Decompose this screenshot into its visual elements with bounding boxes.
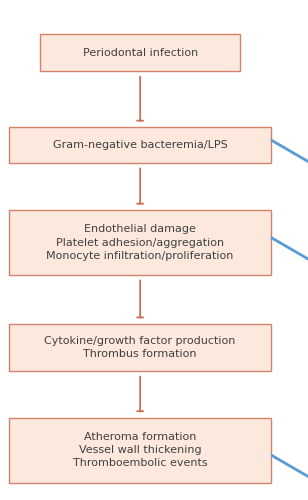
Text: Endothelial damage
Platelet adhesion/aggregation
Monocyte infiltration/prolifera: Endothelial damage Platelet adhesion/agg… [47,224,234,260]
Text: Periodontal infection: Periodontal infection [83,48,198,58]
Text: Gram-negative bacteremia/LPS: Gram-negative bacteremia/LPS [53,140,228,150]
FancyBboxPatch shape [9,127,271,163]
FancyBboxPatch shape [9,210,271,275]
FancyBboxPatch shape [9,324,271,371]
FancyBboxPatch shape [9,418,271,482]
FancyBboxPatch shape [40,34,240,71]
Text: Atheroma formation
Vessel wall thickening
Thromboembolic events: Atheroma formation Vessel wall thickenin… [73,432,208,468]
Text: Cytokine/growth factor production
Thrombus formation: Cytokine/growth factor production Thromb… [44,336,236,359]
